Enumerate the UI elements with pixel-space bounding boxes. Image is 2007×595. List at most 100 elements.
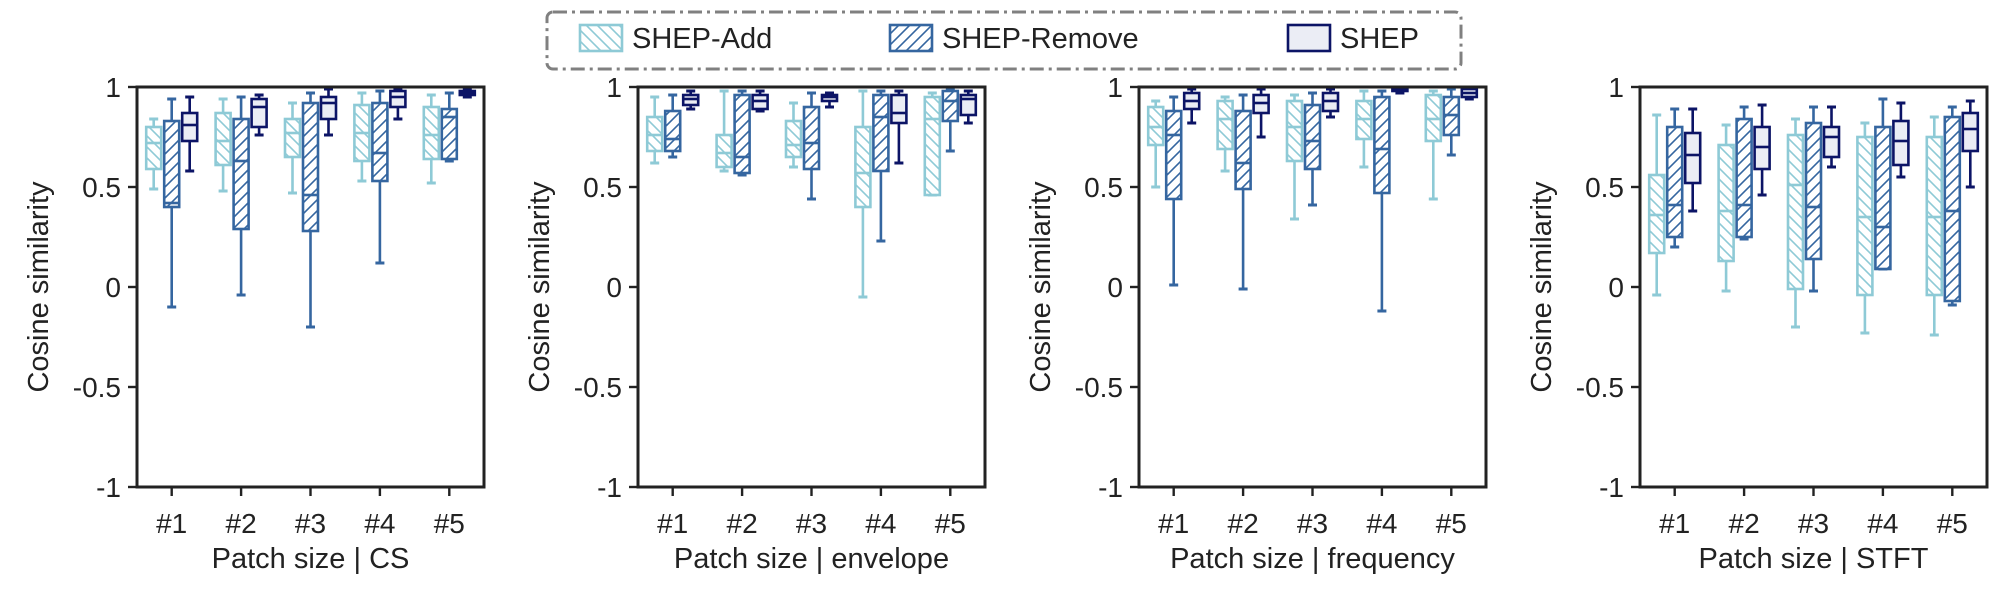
box-body — [1717, 143, 1735, 263]
box-shep-add-3 — [784, 101, 803, 169]
box-shep-remove-4 — [371, 89, 389, 265]
box-shep-add-5 — [923, 91, 942, 197]
x-tick-label: #5 — [1937, 508, 1968, 539]
box-shep-add-3 — [283, 101, 302, 195]
panel-4: 1 0.5 0 -0.5 -1 #1 #2 #3 #4 #5 Patch size | STFT Co… — [1526, 72, 1989, 575]
box-body — [180, 111, 199, 143]
y-tick-label: -0.5 — [1576, 372, 1624, 403]
y-tick-label: 0 — [606, 272, 622, 303]
box-shep-add-4 — [353, 91, 371, 183]
box-body — [1892, 119, 1910, 167]
box-body — [389, 89, 407, 109]
box-shep-remove-3 — [1804, 105, 1823, 293]
x-tick-label: #5 — [935, 508, 966, 539]
y-tick-label: 0.5 — [583, 172, 622, 203]
y-tick-label: 0 — [1107, 272, 1123, 303]
box-shep-3 — [1321, 87, 1340, 119]
x-axis-label: Patch size | STFT — [1699, 543, 1929, 575]
box-shep-4 — [1892, 101, 1910, 179]
box-shep-remove-5 — [1943, 105, 1962, 307]
box-body — [1373, 95, 1391, 195]
y-tick-label: 0.5 — [1585, 172, 1624, 203]
y-tick-label: -1 — [1599, 472, 1624, 503]
box-body — [854, 125, 872, 209]
box-shep-add-5 — [422, 93, 441, 185]
box-shep-1 — [180, 95, 199, 173]
x-tick-label: #2 — [727, 508, 758, 539]
box-shep-add-1 — [1146, 99, 1165, 189]
legend-label: SHEP — [1340, 23, 1419, 55]
y-tick-label: -1 — [96, 472, 121, 503]
x-tick-label: #2 — [226, 508, 257, 539]
axes-frame — [135, 85, 486, 489]
axes-frame — [1638, 85, 1989, 489]
x-tick-label: #3 — [796, 508, 827, 539]
panels: 1 0.5 0 -0.5 -1 #1 #2 #3 #4 #5 Patch size | CS Cosi… — [23, 72, 1989, 575]
box-body — [1874, 125, 1892, 271]
box-body — [1216, 99, 1234, 151]
box-body — [162, 119, 181, 209]
box-shep-1 — [1182, 87, 1201, 125]
box-body — [1164, 109, 1183, 201]
panel-2: 1 0.5 0 -0.5 -1 #1 #2 #3 #4 #5 Patch size | envelo… — [524, 72, 987, 575]
box-body — [301, 101, 320, 233]
box-body — [663, 109, 682, 153]
y-axis-label: Cosine similarity — [23, 181, 55, 393]
legend-item-shep-add: SHEP-Add — [578, 23, 772, 55]
box-body — [1234, 109, 1252, 191]
x-tick-label: #3 — [1297, 508, 1328, 539]
box-body — [1285, 99, 1304, 163]
legend-label: SHEP-Remove — [942, 23, 1139, 55]
panel-3: 1 0.5 0 -0.5 -1 #1 #2 #3 #4 #5 Patch size | freque… — [1025, 72, 1488, 575]
axes-frame — [636, 85, 987, 489]
box-body — [319, 95, 338, 121]
box-body — [733, 93, 751, 175]
y-tick-label: 1 — [105, 72, 121, 103]
box-body — [1683, 131, 1702, 185]
box-body — [250, 97, 268, 129]
box-shep-2 — [1753, 103, 1771, 197]
box-shep-3 — [1822, 105, 1841, 169]
box-body — [1735, 117, 1753, 239]
box-shep-add-5 — [1424, 89, 1443, 201]
box-body — [715, 133, 733, 169]
box-body — [1943, 115, 1962, 303]
legend-item-shep-remove: SHEP-Remove — [888, 23, 1139, 55]
y-tick-label: -0.5 — [574, 372, 622, 403]
box-body — [890, 93, 908, 125]
x-tick-label: #4 — [364, 508, 395, 539]
legend: SHEP-Add SHEP-Remove SHEP — [545, 10, 1463, 71]
box-shep-remove-3 — [301, 91, 320, 329]
y-tick-label: -0.5 — [1075, 372, 1123, 403]
box-shep-remove-2 — [1735, 105, 1753, 241]
y-tick-label: 1 — [606, 72, 622, 103]
x-tick-label: #3 — [1798, 508, 1829, 539]
legend-frame — [545, 10, 1463, 71]
x-tick-label: #5 — [434, 508, 465, 539]
box-shep-3 — [820, 91, 839, 109]
box-shep-remove-4 — [872, 89, 890, 243]
box-shep-add-1 — [645, 95, 664, 165]
box-shep-1 — [1683, 107, 1702, 213]
x-tick-label: #4 — [1366, 508, 1397, 539]
box-shep-add-2 — [1216, 95, 1234, 173]
box-shep-remove-1 — [663, 93, 682, 159]
x-tick-label: #4 — [865, 508, 896, 539]
box-body — [1822, 125, 1841, 159]
box-body — [144, 125, 163, 171]
box-body — [802, 105, 821, 171]
x-tick-label: #2 — [1228, 508, 1259, 539]
box-body — [872, 93, 890, 173]
box-body — [214, 111, 232, 167]
box-shep-add-3 — [1786, 117, 1805, 329]
box-shep-2 — [751, 89, 769, 113]
x-tick-label: #1 — [156, 508, 187, 539]
box-shep-add-4 — [1355, 89, 1373, 169]
box-body — [1303, 103, 1322, 171]
box-shep-add-4 — [854, 89, 872, 299]
box-shep-5 — [458, 87, 477, 99]
x-tick-label: #1 — [1158, 508, 1189, 539]
axes-frame — [1137, 85, 1488, 489]
box-shep-5 — [1460, 85, 1479, 101]
box-body — [1804, 121, 1823, 261]
